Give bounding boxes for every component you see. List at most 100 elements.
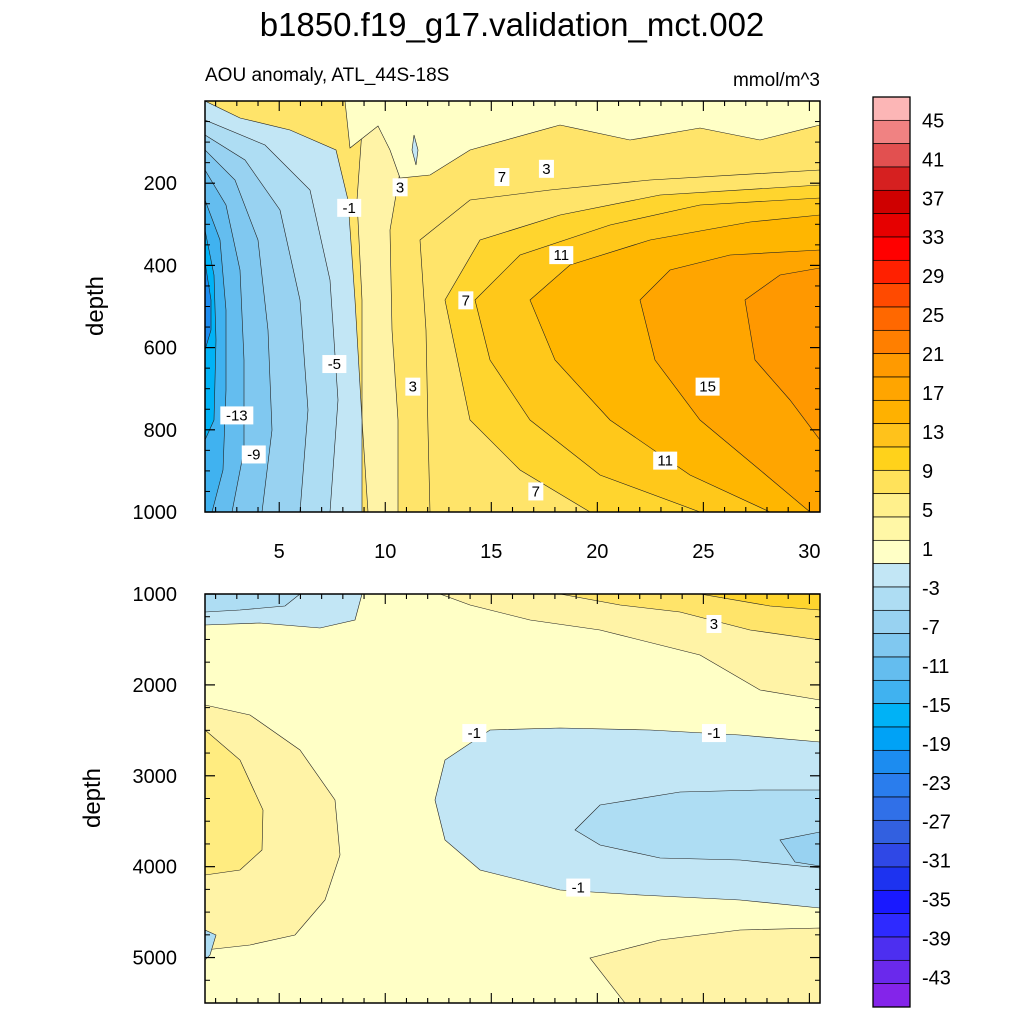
colorbar-label: -27 — [922, 812, 951, 834]
contour-band — [205, 929, 217, 961]
colorbar-label: 9 — [922, 461, 933, 483]
y-tick-label: 3000 — [133, 766, 178, 788]
contour-label: 11 — [553, 247, 569, 264]
colorbar-swatch — [872, 423, 911, 448]
contour-band — [559, 594, 820, 641]
contour-label: -1 — [572, 880, 585, 897]
contour-label: 3 — [409, 379, 417, 396]
contour-label-box — [538, 159, 554, 178]
colorbar-swatch — [872, 96, 911, 121]
colorbar-swatch — [872, 866, 911, 891]
colorbar-label: 13 — [922, 422, 944, 444]
colorbar-swatch — [872, 819, 911, 845]
colorbar-label: 29 — [922, 266, 944, 288]
colorbar-swatch — [872, 213, 911, 238]
contour-label-box — [695, 377, 720, 396]
units-label: mmol/m^3 — [733, 70, 820, 91]
lower-panel: 3 -1 -1 -1 1000 2000 3000 4000 5000 depth — [79, 584, 821, 1004]
y-tick-label: 200 — [144, 173, 177, 195]
colorbar-label: 45 — [922, 110, 944, 132]
colorbar-swatch — [872, 679, 911, 705]
chart-subtitle: AOU anomaly, ATL_44S-18S — [205, 65, 449, 86]
contour-label: -1 — [468, 725, 481, 742]
colorbar-swatch — [872, 983, 911, 1008]
contour-label: 7 — [532, 483, 540, 500]
contour-label: 15 — [699, 379, 716, 396]
colorbar-label: -35 — [922, 890, 951, 912]
colorbar-swatch — [872, 259, 911, 285]
colorbar-swatch — [872, 703, 911, 728]
contour-label: 11 — [657, 453, 673, 470]
contour-label-box — [549, 246, 574, 265]
colorbar-swatch — [872, 119, 911, 145]
colorbar-swatch — [872, 586, 911, 611]
colorbar-swatch — [872, 283, 911, 308]
colorbar-swatch — [872, 796, 911, 821]
colorbar-label: 21 — [922, 344, 944, 366]
colorbar-label: -23 — [922, 773, 951, 795]
colorbar-swatch — [872, 633, 911, 658]
colorbar-swatch — [872, 539, 911, 565]
contour-label-box — [494, 168, 510, 187]
lower-contour-labels: 3 -1 -1 -1 — [462, 614, 726, 897]
contour-band — [744, 267, 820, 441]
y-tick-label: 400 — [144, 255, 177, 277]
colorbar-label: -15 — [922, 695, 951, 717]
colorbar-swatch — [872, 773, 911, 798]
colorbar-swatch — [872, 563, 911, 588]
x-tick-label: 15 — [480, 541, 502, 563]
contour-label-box — [322, 355, 347, 374]
contour-label: 7 — [462, 292, 470, 309]
colorbar-label: 17 — [922, 383, 944, 405]
contour-label-box — [462, 724, 487, 743]
upper-y-axis-label: depth — [82, 276, 109, 336]
contour-band — [205, 101, 820, 179]
contour-band — [574, 789, 820, 869]
contour-label: 3 — [710, 616, 718, 633]
colorbar-label: -3 — [922, 578, 940, 600]
contour-label: -1 — [343, 200, 356, 217]
colorbar-swatch — [872, 913, 911, 938]
colorbar-swatch — [872, 469, 911, 495]
lower-x-ticks — [215, 594, 810, 1003]
contour-label-box — [220, 406, 254, 425]
contour-band — [205, 729, 264, 876]
contour-label-box — [337, 198, 362, 217]
x-tick-label: 30 — [798, 541, 820, 563]
y-tick-label: 1000 — [133, 502, 178, 524]
colorbar-label: 33 — [922, 227, 944, 249]
colorbar-label: 37 — [922, 188, 944, 210]
colorbar-label: -43 — [922, 968, 951, 990]
colorbar-swatch — [872, 143, 911, 168]
colorbar-swatch — [872, 376, 911, 401]
contour-label-box — [706, 614, 722, 633]
contour-label: -5 — [328, 356, 341, 373]
colorbar-swatch — [872, 843, 911, 868]
contour-label-box — [566, 878, 591, 897]
contour-band — [589, 927, 820, 1003]
colorbar-swatch — [872, 236, 911, 261]
y-tick-label: 1000 — [133, 584, 178, 606]
colorbar-swatch — [872, 726, 911, 751]
y-tick-label: 5000 — [133, 948, 178, 970]
contour-label: -9 — [247, 446, 260, 463]
contour-label-box — [653, 451, 678, 470]
contour-band — [699, 594, 820, 611]
colorbar-swatch — [872, 493, 911, 518]
colorbar-swatch — [872, 166, 911, 191]
colorbar-label: 5 — [922, 500, 933, 522]
y-tick-label: 2000 — [133, 675, 178, 697]
x-tick-label: 25 — [692, 541, 714, 563]
contour-label: 3 — [542, 161, 550, 178]
colorbar-label: 25 — [922, 305, 944, 327]
contour-band — [205, 594, 301, 613]
y-tick-label: 600 — [144, 338, 177, 360]
colorbar-label: 1 — [922, 539, 933, 561]
colorbar-swatch — [872, 609, 911, 635]
contour-label: -1 — [707, 725, 720, 742]
colorbar-label: -7 — [922, 617, 940, 639]
contour-label-box — [392, 178, 408, 197]
colorbar-swatch — [872, 656, 911, 681]
